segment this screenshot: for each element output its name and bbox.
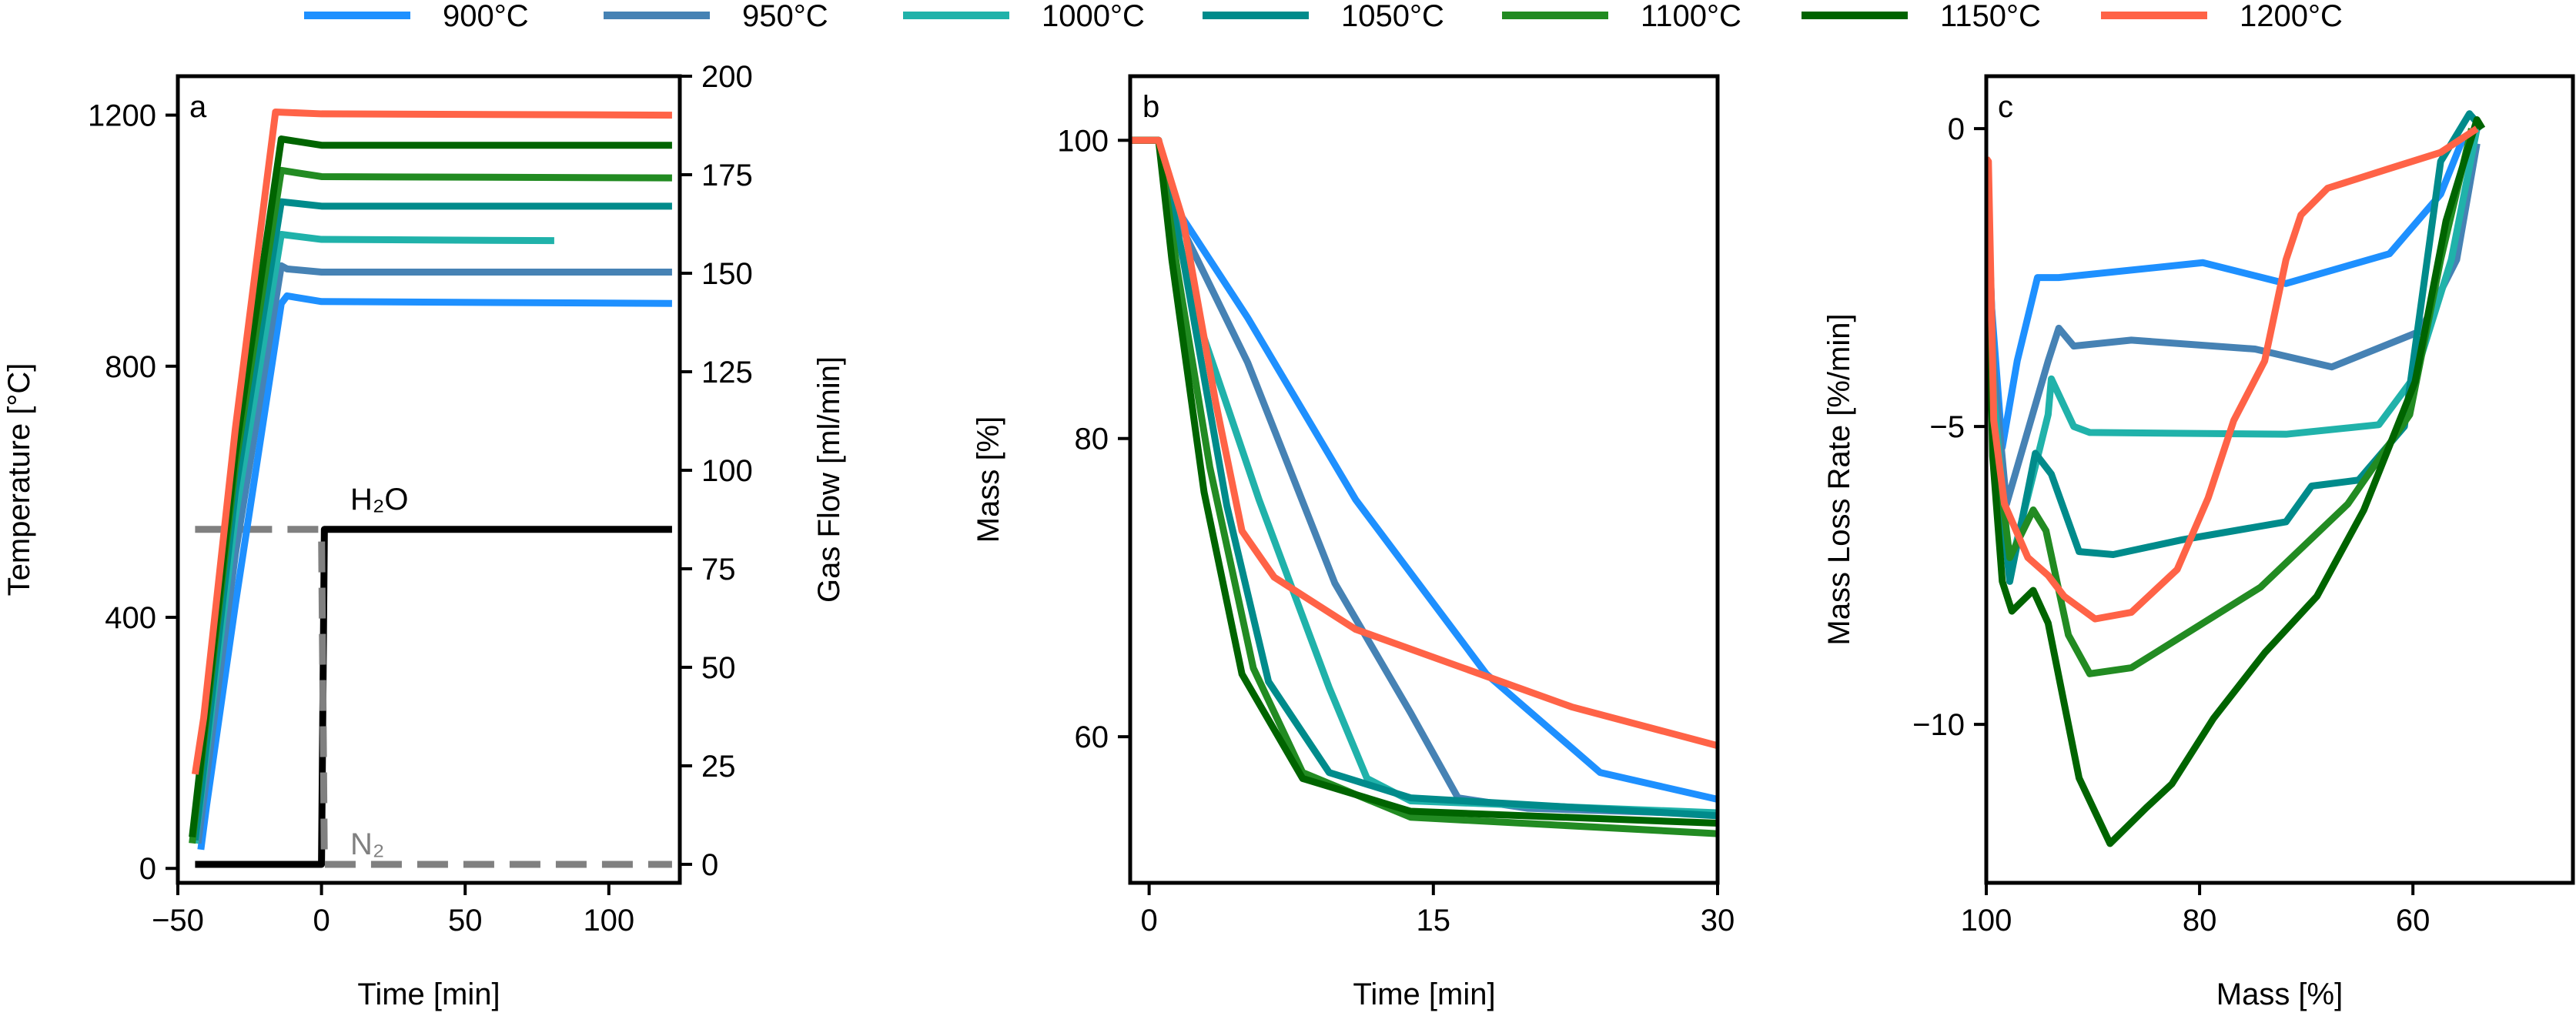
y2-tick-label: 150: [701, 257, 753, 291]
axes-frame: [1128, 74, 1720, 885]
panel-b-mass: b Time [min] Mass [%] 0 15 30 60 80 100: [972, 74, 1735, 1011]
series-line-1150c: [1130, 136, 1718, 827]
panel-c-label: c: [1998, 90, 2013, 124]
panel-a-y2label: Gas Flow [ml/min]: [812, 356, 846, 603]
annotation-h2o: H₂O: [350, 483, 409, 516]
series-line-900c: [197, 292, 672, 851]
axes-frame: [176, 74, 682, 885]
legend-label: 1000°C: [1042, 0, 1145, 33]
y-tick-label: −5: [1929, 410, 1965, 444]
series-line-1200c: [191, 108, 672, 775]
y2-tick-label: 200: [701, 60, 753, 94]
y2-tick-label: 75: [701, 553, 736, 587]
y2-tick-label: 0: [701, 848, 718, 882]
series-line-1150c: [1986, 116, 2486, 847]
legend-label: 1100°C: [1641, 0, 1741, 33]
y-tick-label: 0: [139, 852, 156, 886]
series-line-1100c: [1986, 128, 2475, 677]
y-tick-label: 80: [1075, 423, 1109, 456]
gas-flow-line-n2: [195, 526, 672, 868]
panel-b-label: b: [1142, 90, 1159, 124]
y-tick-label: 400: [105, 601, 156, 635]
y2-tick-label: 50: [701, 651, 736, 685]
legend-label: 1150°C: [1940, 0, 2041, 33]
legend-label: 1050°C: [1341, 0, 1444, 33]
y2-tick-label: 175: [701, 159, 753, 192]
series-line-1200c: [1130, 136, 1718, 750]
panel-a-label: a: [189, 90, 207, 124]
x-tick-label: 80: [2183, 904, 2217, 937]
series-line-1050c: [1130, 136, 1718, 820]
axes-frame: [1984, 74, 2575, 885]
panel-a-ylabel: Temperature [°C]: [2, 363, 36, 597]
panel-c-ylabel: Mass Loss Rate [%/min]: [1822, 313, 1856, 645]
panel-b-ylabel: Mass [%]: [972, 416, 1005, 543]
panel-a-temperature-gasflow: a Time [min] Temperature [°C] Gas Flow […: [2, 60, 846, 1011]
legend-label: 950°C: [742, 0, 828, 33]
legend: 900°C 950°C 1000°C 1050°C 1100°C 1150°C 1200°C: [304, 0, 2343, 33]
series-line-1200c: [1986, 125, 2479, 623]
panel-c-mass-loss-rate: c Mass [%] Mass Loss Rate [%/min] 100 80 6…: [1822, 74, 2575, 1011]
x-tick-label: 50: [448, 904, 483, 937]
x-tick-label: 100: [1961, 904, 2012, 937]
y-tick-label: 0: [1948, 112, 1965, 146]
annotation-n2: N₂: [350, 827, 384, 861]
x-tick-label: 100: [583, 904, 634, 937]
y-tick-label: −10: [1912, 708, 1965, 742]
series-line-950c: [194, 262, 672, 844]
y2-tick-label: 25: [701, 750, 736, 784]
gas-flow-line-h2o: [195, 526, 672, 868]
x-tick-label: −50: [152, 904, 204, 937]
y-tick-label: 800: [105, 350, 156, 384]
panel-b-xlabel: Time [min]: [1353, 978, 1495, 1011]
series-line-950c: [1986, 142, 2481, 508]
x-tick-label: 60: [2396, 904, 2430, 937]
y-tick-label: 60: [1075, 720, 1109, 754]
y-tick-label: 1200: [88, 99, 156, 133]
series-line-1050c: [191, 198, 672, 841]
panel-a-xlabel: Time [min]: [357, 978, 500, 1011]
y2-tick-label: 125: [701, 356, 753, 389]
x-tick-label: 15: [1417, 904, 1451, 937]
x-tick-label: 0: [1140, 904, 1157, 937]
x-tick-label: 0: [313, 904, 330, 937]
panel-c-xlabel: Mass [%]: [2216, 978, 2343, 1011]
legend-label: 1200°C: [2240, 0, 2343, 33]
series-line-1150c: [189, 135, 672, 837]
legend-label: 900°C: [443, 0, 529, 33]
x-tick-label: 30: [1701, 904, 1735, 937]
y-tick-label: 100: [1057, 124, 1109, 158]
y2-tick-label: 100: [701, 454, 753, 488]
